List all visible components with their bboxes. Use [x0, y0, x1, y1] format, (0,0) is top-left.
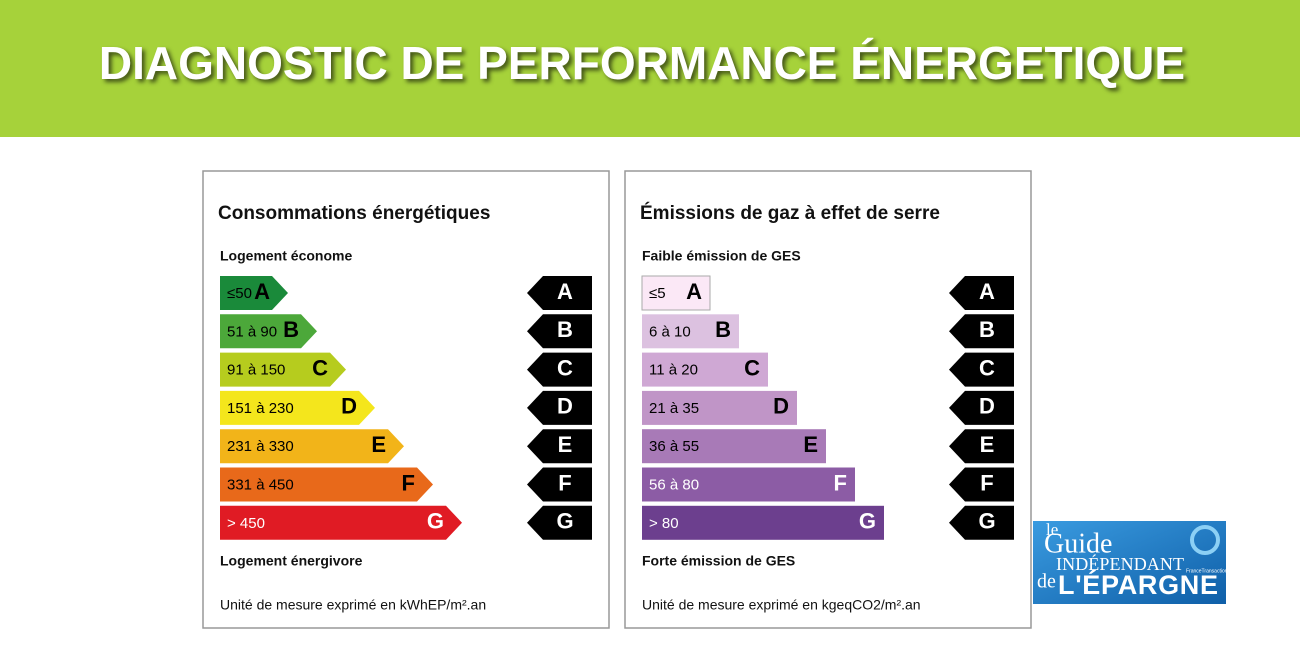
class-bar [642, 352, 768, 387]
range-label: ≤5 [649, 285, 666, 302]
class-marker [949, 390, 1014, 425]
class-bar [642, 314, 739, 349]
class-letter: C [744, 355, 760, 380]
range-label: 231 à 330 [227, 438, 294, 455]
marker-letter: E [558, 432, 573, 457]
class-letter: E [803, 432, 818, 457]
range-label: 56 à 80 [649, 476, 699, 493]
marker-letter: A [557, 279, 573, 304]
marker-letter: D [557, 394, 573, 419]
range-label: 151 à 230 [227, 400, 294, 417]
unit-label: Unité de mesure exprimé en kWhEP/m².an [220, 597, 486, 613]
class-marker [949, 276, 1014, 310]
logo-text: L'ÉPARGNE [1058, 569, 1218, 600]
marker-letter: G [556, 509, 573, 534]
header-title: DIAGNOSTIC DE PERFORMANCE ÉNERGETIQUE [99, 37, 1185, 89]
class-bar [220, 276, 288, 310]
logo-ring [1190, 525, 1220, 555]
marker-letter: B [557, 317, 573, 342]
class-bar [642, 429, 826, 464]
unit-label: Unité de mesure exprimé en kgeqCO2/m².an [642, 597, 921, 613]
class-bar [641, 275, 711, 311]
class-marker [949, 429, 1014, 464]
class-letter: G [427, 509, 444, 534]
range-label: > 450 [227, 515, 265, 532]
logo-text: de [1037, 571, 1056, 593]
top-label: Faible émission de GES [642, 248, 801, 264]
class-marker [949, 314, 1014, 349]
marker-letter: F [980, 470, 993, 495]
marker-letter: A [979, 279, 995, 304]
range-label: 51 à 90 [227, 323, 277, 340]
range-label: 91 à 150 [227, 362, 285, 379]
range-label: 331 à 450 [227, 476, 294, 493]
class-bar [220, 314, 317, 349]
class-marker [527, 276, 592, 310]
class-marker [527, 314, 592, 349]
class-marker [949, 505, 1014, 540]
panel-title: Émissions de gaz à effet de serre [640, 202, 940, 224]
range-label: 11 à 20 [649, 362, 698, 379]
class-bar [220, 467, 433, 502]
class-marker [949, 352, 1014, 387]
range-label: 36 à 55 [649, 438, 699, 455]
class-marker [527, 505, 592, 540]
logo-text: FranceTransactions.com [1186, 568, 1241, 574]
class-bar [220, 352, 346, 387]
marker-letter: E [980, 432, 995, 457]
class-letter: B [283, 317, 299, 342]
class-marker [949, 467, 1014, 502]
class-letter: G [859, 509, 876, 534]
class-marker [527, 467, 592, 502]
class-bar [642, 390, 797, 425]
class-letter: D [341, 394, 357, 419]
class-letter: A [254, 279, 270, 304]
class-marker [527, 429, 592, 464]
marker-letter: B [979, 317, 995, 342]
class-marker [527, 390, 592, 425]
top-label: Logement économe [220, 248, 352, 264]
logo-text: INDÉPENDANT [1056, 553, 1184, 574]
class-letter: C [312, 355, 328, 380]
range-label: 6 à 10 [649, 323, 691, 340]
class-letter: F [402, 470, 415, 495]
class-marker [527, 352, 592, 387]
bottom-label: Forte émission de GES [642, 553, 795, 569]
panel-title: Consommations énergétiques [218, 203, 490, 224]
range-label: 21 à 35 [649, 400, 699, 417]
class-bar [220, 390, 375, 425]
class-letter: A [686, 279, 702, 304]
marker-letter: C [979, 355, 995, 380]
marker-letter: G [978, 509, 995, 534]
bottom-label: Logement énergivore [220, 553, 363, 569]
logo: le Guide INDÉPENDANT FranceTransactions.… [1033, 520, 1241, 604]
marker-letter: F [558, 470, 571, 495]
class-letter: E [371, 432, 386, 457]
class-bar [220, 429, 404, 464]
header-band [0, 0, 1300, 137]
marker-letter: C [557, 355, 573, 380]
marker-letter: D [979, 394, 995, 419]
range-label: > 80 [649, 515, 679, 532]
class-letter: D [773, 394, 789, 419]
class-letter: B [715, 317, 731, 342]
logo-text: Guide [1044, 528, 1112, 559]
class-bar [220, 505, 462, 540]
class-bar [642, 505, 884, 540]
range-label: ≤50 [227, 285, 252, 302]
class-bar [642, 467, 855, 502]
class-letter: F [834, 470, 847, 495]
logo-text: le [1046, 520, 1058, 539]
